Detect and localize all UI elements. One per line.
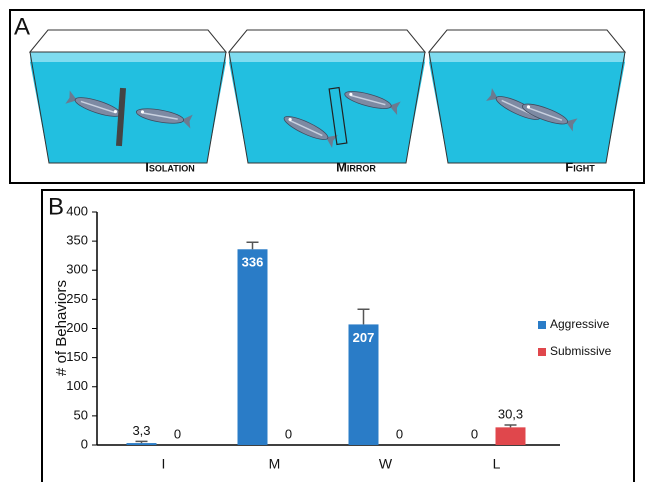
condition-label: Isolation	[145, 159, 194, 174]
tanks: Isolation Mirror Fight	[30, 30, 625, 174]
x-tick-label: I	[162, 456, 166, 472]
value-label: 0	[471, 426, 478, 441]
value-label: 0	[174, 426, 181, 441]
value-label: 0	[396, 426, 403, 441]
error-bar	[505, 425, 517, 427]
y-tick-label: 300	[66, 262, 88, 277]
y-tick-label: 400	[66, 203, 88, 218]
value-label: 30,3	[498, 406, 523, 421]
value-label: 3,3	[132, 423, 150, 438]
error-bar	[247, 242, 259, 249]
y-tick-label: 0	[81, 436, 88, 451]
figure: A IsolationMirrorFight B # of Behaviors …	[0, 0, 653, 482]
tank-rim	[429, 30, 625, 52]
error-bar	[358, 309, 370, 324]
tank-rim	[30, 30, 226, 52]
error-bar	[136, 441, 148, 443]
tank-rim	[229, 30, 425, 52]
value-label: 336	[242, 255, 264, 270]
x-tick-label: M	[269, 456, 281, 472]
bar	[238, 249, 268, 445]
bar	[496, 427, 526, 445]
condition-label: Mirror	[336, 159, 376, 174]
value-label: 207	[353, 330, 375, 345]
x-tick-label: L	[493, 456, 501, 472]
panel-label: B	[48, 193, 64, 220]
legend-label: Submissive	[550, 344, 612, 358]
y-tick-label: 350	[66, 233, 88, 248]
y-tick-label: 250	[66, 291, 88, 306]
y-tick-label: 150	[66, 349, 88, 364]
legend-swatch	[538, 348, 546, 356]
water-surface	[429, 52, 625, 62]
panel-b-frame	[42, 190, 634, 482]
condition-label: Fight	[565, 159, 595, 174]
y-tick-label: 100	[66, 378, 88, 393]
legend-label: Aggressive	[550, 317, 610, 331]
x-tick-label: W	[379, 456, 393, 472]
y-tick-label: 50	[74, 407, 88, 422]
legend-swatch	[538, 321, 546, 329]
bar	[127, 443, 157, 445]
water	[30, 62, 226, 163]
water-surface	[229, 52, 425, 62]
panel-label: A	[14, 13, 30, 40]
y-tick-label: 200	[66, 320, 88, 335]
value-label: 0	[285, 426, 292, 441]
water-surface	[30, 52, 226, 62]
